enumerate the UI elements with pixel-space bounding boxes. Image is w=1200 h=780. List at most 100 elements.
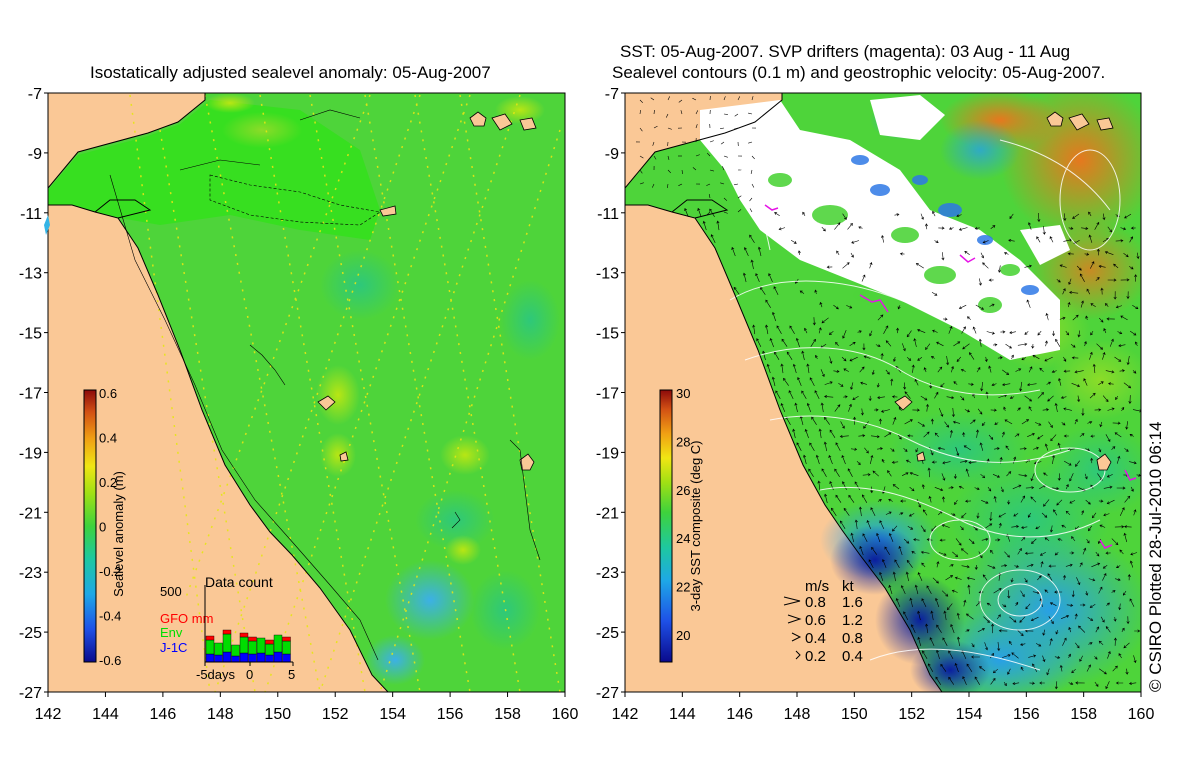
velocity-arrow: [757, 246, 762, 257]
velocity-arrow: [1005, 445, 1010, 451]
velocity-arrow: [972, 525, 978, 531]
velocity-arrow: [716, 220, 720, 231]
velocity-arrow: [1077, 395, 1081, 403]
velocity-arrow: [734, 113, 739, 117]
velocity-arrow: [1071, 668, 1076, 674]
velocity-arrow: [1071, 536, 1076, 542]
velocity-arrow: [737, 96, 741, 101]
velocity-arrow: [1025, 603, 1031, 610]
velocity-arrow: [1036, 236, 1041, 243]
velocity-arrow: [932, 329, 938, 333]
velocity-arrow: [1037, 392, 1045, 399]
velocity-arrow: [750, 259, 754, 270]
velocity-arrow: [974, 226, 980, 230]
velocity-arrow: [882, 486, 886, 494]
velocity-arrow: [652, 183, 655, 188]
velocity-arrow: [1049, 602, 1057, 606]
velocity-arrow: [976, 512, 980, 519]
count-bar-j1c: [222, 651, 232, 663]
velocity-arrow: [1037, 434, 1044, 440]
velocity-arrow: [1053, 509, 1058, 516]
velocity-arrow: [802, 211, 806, 216]
right-y-tick-label: -11: [597, 206, 619, 223]
velocity-arrow: [987, 565, 996, 569]
velocity-arrow: [1127, 574, 1131, 581]
velocity-arrow: [1119, 507, 1125, 517]
velocity-arrow: [1054, 402, 1058, 413]
velocity-arrow: [915, 447, 919, 453]
velocity-arrow: [949, 564, 954, 567]
velocity-arrow: [1065, 510, 1071, 516]
right-colorbar-tick-label: 24: [676, 531, 690, 546]
right-x-tick-label: 154: [956, 706, 983, 723]
velocity-arrow: [875, 344, 881, 347]
velocity-arrow: [748, 141, 753, 144]
count-bar-env: [214, 642, 223, 656]
count-bar-j1c: [231, 655, 240, 663]
velocity-arrow: [1129, 598, 1135, 607]
speed-legend-ms-value: 0.6: [805, 612, 826, 629]
velocity-arrow: [1011, 354, 1014, 360]
velocity-arrow: [1015, 601, 1019, 606]
velocity-arrow: [998, 512, 1006, 518]
velocity-arrow: [790, 240, 797, 244]
velocity-arrow: [979, 666, 986, 672]
velocity-arrow: [1014, 564, 1020, 568]
velocity-arrow: [903, 382, 907, 390]
velocity-arrow: [1021, 419, 1030, 425]
velocity-arrow: [1129, 236, 1133, 243]
velocity-arrow: [1124, 495, 1131, 503]
velocity-arrow: [917, 636, 922, 647]
velocity-arrow: [921, 484, 925, 490]
velocity-arrow: [1004, 551, 1010, 558]
velocity-arrow: [653, 155, 657, 160]
velocity-arrow: [911, 551, 916, 554]
velocity-arrow: [814, 390, 820, 400]
velocity-arrow: [971, 642, 975, 648]
velocity-arrow: [978, 278, 982, 286]
velocity-arrow: [797, 250, 801, 255]
velocity-arrow: [912, 408, 920, 412]
velocity-arrow: [1098, 668, 1107, 675]
velocity-arrow: [993, 495, 997, 503]
velocity-arrow: [1080, 603, 1086, 607]
velocity-arrow: [871, 369, 875, 376]
velocity-arrow: [960, 459, 968, 463]
velocity-arrow: [1002, 604, 1007, 608]
velocity-arrow: [824, 395, 834, 399]
velocity-arrow: [824, 493, 828, 504]
velocity-arrow: [966, 316, 971, 320]
velocity-arrow: [923, 367, 927, 373]
velocity-arrow: [723, 197, 728, 201]
velocity-arrow: [975, 429, 979, 438]
count-bar-j1c: [273, 651, 283, 663]
velocity-arrow: [846, 305, 853, 309]
velocity-arrow: [778, 227, 786, 231]
velocity-arrow: [1059, 316, 1066, 320]
velocity-arrow: [804, 428, 809, 439]
velocity-arrow: [809, 442, 815, 451]
velocity-arrow: [1013, 456, 1017, 464]
velocity-arrow: [995, 538, 1001, 542]
velocity-arrow: [1091, 512, 1097, 519]
velocity-arrow: [823, 441, 827, 452]
velocity-arrow: [903, 447, 908, 452]
velocity-arrow: [1111, 538, 1119, 546]
velocity-arrow: [954, 499, 958, 505]
right-y-tick-label: -19: [596, 445, 619, 462]
velocity-arrow: [667, 96, 670, 101]
velocity-arrow: [781, 338, 788, 347]
velocity-arrow: [936, 649, 940, 660]
velocity-arrow: [948, 650, 954, 659]
velocity-arrow: [1102, 565, 1108, 569]
velocity-arrow: [799, 290, 805, 294]
velocity-arrow: [1013, 513, 1019, 517]
velocity-arrow: [932, 210, 936, 217]
velocity-arrow: [930, 356, 935, 359]
count-bar-env: [222, 633, 232, 653]
speed-legend-arrow: [795, 650, 801, 660]
velocity-arrow: [773, 286, 779, 296]
velocity-arrow: [848, 494, 855, 503]
right-y-tick-label: -7: [605, 86, 619, 103]
velocity-arrow: [990, 677, 996, 685]
